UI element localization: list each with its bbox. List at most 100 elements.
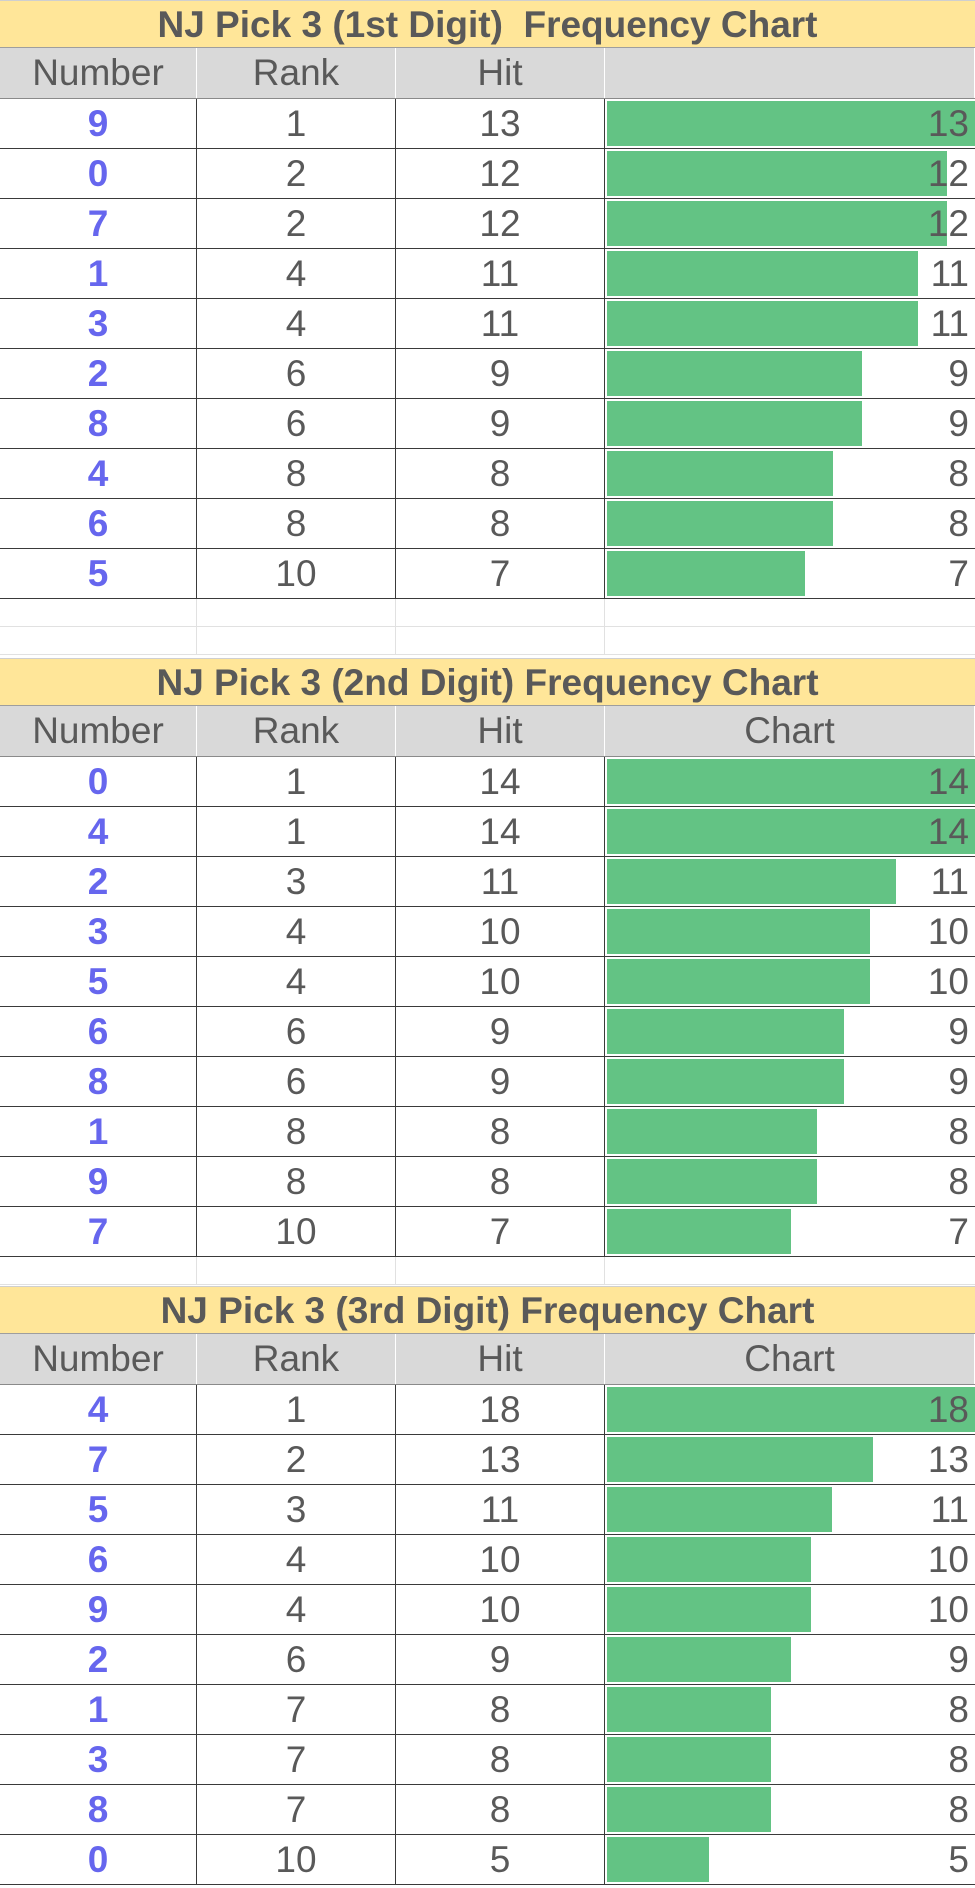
rank-cell: 4	[197, 249, 396, 298]
table-title: NJ Pick 3 (3rd Digit) Frequency Chart	[0, 1286, 975, 1334]
table-row: 0 2 12 12	[0, 149, 975, 199]
number-cell: 5	[0, 1485, 197, 1534]
hit-cell: 10	[396, 1585, 605, 1634]
number-cell: 5	[0, 957, 197, 1006]
bar-value-label: 8	[948, 503, 969, 544]
header-hit[interactable]: Hit	[396, 1334, 605, 1384]
bar-cell: 11	[605, 299, 975, 348]
header-rank[interactable]: Rank	[197, 1334, 396, 1384]
number-cell: 2	[0, 1635, 197, 1684]
number-cell: 8	[0, 1057, 197, 1106]
bar-value-label: 8	[948, 1689, 969, 1730]
bar-value-label: 8	[948, 1789, 969, 1830]
table-row: 5 4 10 10	[0, 957, 975, 1007]
table-row: 4 1 18 18	[0, 1385, 975, 1435]
bar-cell: 8	[605, 1685, 975, 1734]
table-title: NJ Pick 3 (1st Digit) Frequency Chart	[0, 0, 975, 48]
frequency-bar	[607, 101, 975, 146]
hit-cell: 10	[396, 1535, 605, 1584]
frequency-bar	[607, 1159, 817, 1204]
header-chart[interactable]: Chart	[605, 706, 975, 756]
number-cell: 4	[0, 449, 197, 498]
number-cell: 6	[0, 1535, 197, 1584]
number-cell: 3	[0, 299, 197, 348]
rank-cell: 3	[197, 1485, 396, 1534]
table-row: 7 2 13 13	[0, 1435, 975, 1485]
frequency-bar	[607, 909, 870, 954]
header-number[interactable]: Number	[0, 706, 197, 756]
header-number[interactable]: Number	[0, 1334, 197, 1384]
frequency-bar	[607, 551, 805, 596]
rank-cell: 1	[197, 99, 396, 148]
rank-cell: 4	[197, 1585, 396, 1634]
header-hit[interactable]: Hit	[396, 706, 605, 756]
rank-cell: 7	[197, 1735, 396, 1784]
frequency-bar	[607, 1737, 771, 1782]
table-row: 1 4 11 11	[0, 249, 975, 299]
frequency-bar	[607, 1059, 844, 1104]
bar-cell: 10	[605, 1585, 975, 1634]
hit-cell: 9	[396, 1635, 605, 1684]
gridline	[395, 627, 396, 654]
bar-cell: 8	[605, 1735, 975, 1784]
rank-cell: 8	[197, 1157, 396, 1206]
hit-cell: 5	[396, 1835, 605, 1884]
bar-value-label: 8	[948, 1161, 969, 1202]
bar-cell: 18	[605, 1385, 975, 1434]
frequency-bar	[607, 759, 975, 804]
bar-value-label: 18	[927, 1389, 969, 1430]
gridline	[604, 599, 605, 626]
rank-cell: 2	[197, 149, 396, 198]
hit-cell: 11	[396, 1485, 605, 1534]
header-rank[interactable]: Rank	[197, 706, 396, 756]
frequency-bar	[607, 301, 918, 346]
gridline	[196, 599, 197, 626]
frequency-bar	[607, 1209, 791, 1254]
number-cell: 7	[0, 199, 197, 248]
hit-cell: 8	[396, 1157, 605, 1206]
bar-cell: 8	[605, 1107, 975, 1156]
bar-value-label: 14	[927, 761, 969, 802]
frequency-bar	[607, 1837, 709, 1882]
rank-cell: 8	[197, 499, 396, 548]
number-cell: 5	[0, 549, 197, 598]
header-hit[interactable]: Hit	[396, 48, 605, 98]
bar-cell: 7	[605, 549, 975, 598]
gridline	[604, 627, 605, 654]
header-chart[interactable]	[605, 48, 975, 98]
bar-cell: 11	[605, 1485, 975, 1534]
number-cell: 0	[0, 757, 197, 806]
rank-cell: 1	[197, 807, 396, 856]
header-row: Number Rank Hit Chart	[0, 706, 975, 757]
rank-cell: 1	[197, 1385, 396, 1434]
bar-value-label: 9	[948, 403, 969, 444]
bar-cell: 13	[605, 1435, 975, 1484]
header-number[interactable]: Number	[0, 48, 197, 98]
rank-cell: 10	[197, 1207, 396, 1256]
bar-cell: 8	[605, 1157, 975, 1206]
bar-cell: 10	[605, 907, 975, 956]
bar-value-label: 11	[930, 253, 969, 294]
bar-value-label: 9	[948, 353, 969, 394]
header-rank[interactable]: Rank	[197, 48, 396, 98]
hit-cell: 9	[396, 1057, 605, 1106]
rank-cell: 2	[197, 199, 396, 248]
number-cell: 0	[0, 1835, 197, 1884]
table-row: 4 1 14 14	[0, 807, 975, 857]
hit-cell: 9	[396, 1007, 605, 1056]
gridline	[196, 1257, 197, 1284]
hit-cell: 18	[396, 1385, 605, 1434]
frequency-bar	[607, 151, 947, 196]
hit-cell: 13	[396, 99, 605, 148]
hit-cell: 8	[396, 1685, 605, 1734]
header-chart[interactable]: Chart	[605, 1334, 975, 1384]
rank-cell: 6	[197, 1057, 396, 1106]
frequency-bar	[607, 859, 896, 904]
empty-row	[0, 1257, 975, 1285]
hit-cell: 10	[396, 957, 605, 1006]
number-cell: 0	[0, 149, 197, 198]
